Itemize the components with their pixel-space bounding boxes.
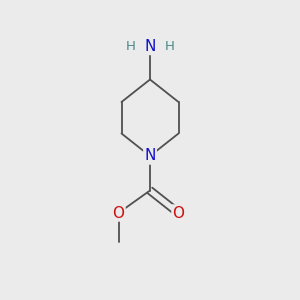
- Text: O: O: [172, 206, 184, 220]
- Text: H: H: [126, 40, 135, 53]
- Text: N: N: [144, 148, 156, 164]
- Text: H: H: [165, 40, 174, 53]
- Text: O: O: [112, 206, 124, 220]
- Text: N: N: [144, 39, 156, 54]
